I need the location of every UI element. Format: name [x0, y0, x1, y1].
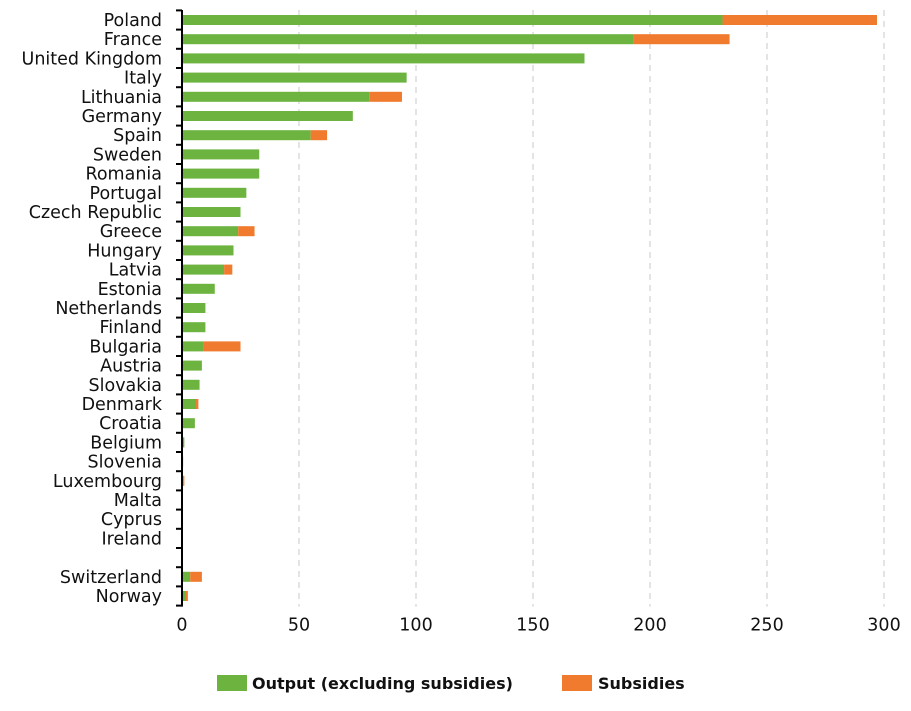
category-label: Estonia — [98, 280, 162, 300]
category-label: Finland — [99, 318, 162, 338]
x-tick-label: 200 — [633, 616, 666, 636]
bar-subsidies-latvia — [224, 264, 233, 275]
bar-output-poland — [182, 15, 723, 25]
category-label: Luxembourg — [53, 472, 162, 492]
category-label: Italy — [124, 69, 162, 89]
legend-label: Subsidies — [598, 674, 685, 693]
bar-subsidies-luxembourg — [183, 475, 185, 486]
bar-output-italy — [182, 72, 407, 83]
bar-output-sweden — [182, 149, 260, 160]
x-tick-label: 0 — [176, 616, 187, 636]
bar-output-estonia — [182, 283, 215, 294]
category-label: Poland — [104, 11, 162, 31]
category-label: Romania — [85, 165, 162, 185]
bar-output-greece — [182, 226, 239, 237]
category-label: Germany — [82, 107, 162, 127]
bar-subsidies-poland — [722, 15, 877, 25]
category-label: France — [104, 30, 162, 50]
category-label: Cyprus — [101, 510, 162, 530]
bar-output-united-kingdom — [182, 53, 585, 64]
grid-layer — [298, 10, 885, 607]
bar-subsidies-bulgaria — [203, 341, 241, 352]
bar-output-bulgaria — [182, 341, 204, 352]
bar-subsidies-denmark — [196, 399, 199, 409]
bar-output-norway — [182, 591, 186, 601]
category-label: Slovenia — [88, 453, 162, 473]
category-label: United Kingdom — [22, 49, 162, 69]
bar-subsidies-lithuania — [369, 91, 402, 102]
x-tick-label: 250 — [750, 616, 783, 636]
legend-swatch — [562, 675, 592, 691]
x-tick-label: 150 — [516, 616, 549, 636]
bar-output-slovakia — [182, 379, 200, 390]
bar-output-romania — [182, 168, 260, 179]
category-label: Denmark — [82, 395, 163, 415]
ticks-layer: 0 50 100 150 200 250 300 — [176, 616, 900, 636]
category-label: Norway — [96, 587, 162, 607]
bar-output-spain — [182, 130, 311, 141]
bar-output-switzerland — [182, 571, 191, 582]
category-label: Ireland — [101, 529, 162, 549]
bar-output-portugal — [182, 187, 247, 198]
bar-subsidies-spain — [310, 130, 328, 141]
category-label: Latvia — [109, 261, 162, 281]
axis-layer — [176, 9, 183, 607]
category-label: Portugal — [90, 184, 162, 204]
bar-subsidies-norway — [185, 591, 188, 601]
bar-output-france — [182, 34, 634, 45]
legend-label: Output (excluding subsidies) — [252, 674, 513, 693]
bar-output-latvia — [182, 264, 225, 275]
category-label: Spain — [113, 126, 162, 146]
bar-output-germany — [182, 111, 353, 121]
bar-output-belgium — [182, 437, 185, 448]
legend: Output (excluding subsidies) Subsidies — [217, 674, 685, 693]
category-label: Sweden — [93, 145, 162, 165]
bar-subsidies-france — [633, 34, 730, 45]
x-tick-label: 100 — [399, 616, 432, 636]
category-label: Malta — [114, 491, 162, 511]
category-label: Hungary — [87, 241, 162, 261]
x-tick-label: 50 — [288, 616, 310, 636]
category-label: Bulgaria — [89, 337, 162, 357]
bar-output-austria — [182, 360, 202, 371]
category-label: Switzerland — [60, 568, 162, 588]
category-label: Netherlands — [55, 299, 162, 319]
bars-layer — [182, 15, 877, 601]
bar-subsidies-switzerland — [190, 571, 202, 582]
x-tick-label: 300 — [867, 616, 900, 636]
bar-output-finland — [182, 322, 206, 333]
category-label: Lithuania — [81, 88, 162, 108]
category-label: Greece — [100, 222, 162, 242]
category-label: Austria — [100, 357, 162, 377]
category-label: Slovakia — [89, 376, 162, 396]
bar-output-croatia — [182, 418, 195, 429]
category-label: Croatia — [99, 414, 162, 434]
bar-output-czech-republic — [182, 207, 241, 217]
bar-output-netherlands — [182, 303, 206, 313]
category-label: Belgium — [90, 433, 162, 453]
bar-output-lithuania — [182, 91, 370, 102]
category-label: Czech Republic — [29, 203, 162, 223]
bar-output-denmark — [182, 399, 197, 409]
bar-subsidies-greece — [238, 226, 255, 237]
bar-output-hungary — [182, 245, 234, 256]
legend-swatch — [217, 675, 247, 691]
